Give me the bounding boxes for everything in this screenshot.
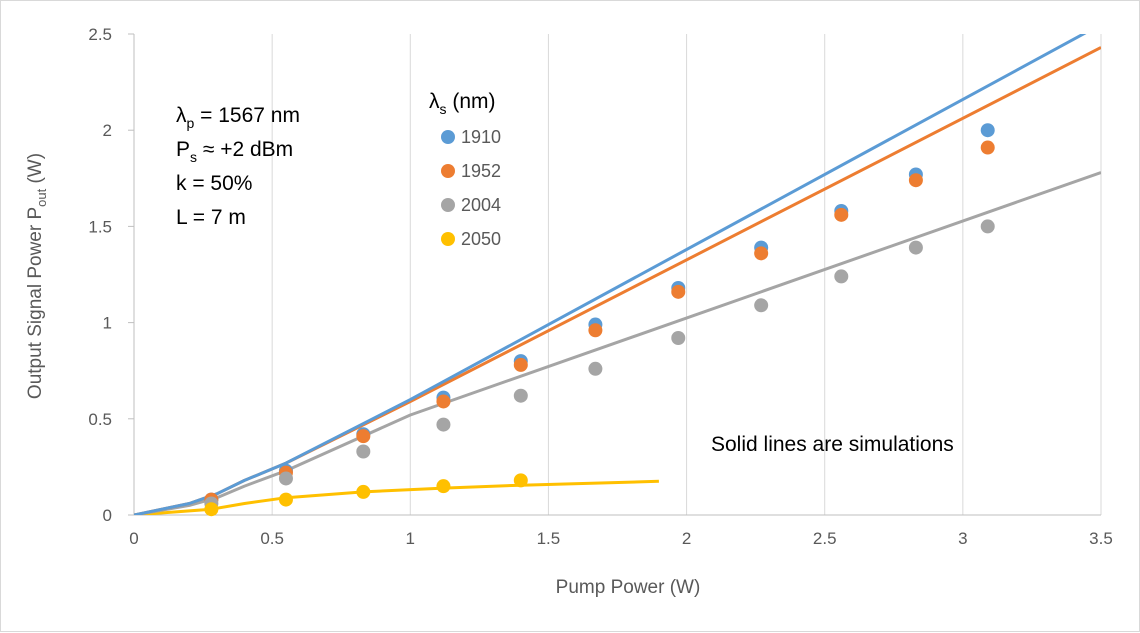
parameter-line: k = 50% <box>176 172 252 195</box>
legend-marker-2050 <box>441 232 455 246</box>
data-point-2004 <box>908 240 923 255</box>
axis-layer: 0 0.5 1 1.5 2 2.5 3 3.5 0 0.5 1 1.5 2 2.5 <box>88 25 1112 548</box>
y-axis-title-unit: (W) <box>25 153 46 189</box>
data-point-2004 <box>834 269 849 284</box>
simulation-line-2004 <box>134 171 1101 515</box>
parameter-line: L = 7 m <box>176 206 246 229</box>
y-tick-label: 1 <box>103 314 112 333</box>
parameter-rest: ≈ +2 dBm <box>197 138 293 161</box>
x-axis-title: Pump Power (W) <box>556 577 701 598</box>
data-point-2004 <box>436 417 451 432</box>
simulation-lines <box>134 34 1101 515</box>
y-tick-label: 2.5 <box>88 25 112 44</box>
legend-title-rest: (nm) <box>447 90 496 113</box>
data-point-2050 <box>436 479 451 494</box>
simulation-line-1910 <box>134 34 1087 515</box>
legend-marker-1952 <box>441 164 455 178</box>
x-tick-label: 1 <box>406 529 415 548</box>
parameter-main: L = 7 m <box>176 206 246 229</box>
x-tick-label: 2.5 <box>813 529 837 548</box>
legend-title-sub: s <box>440 101 447 117</box>
data-point-2050 <box>513 473 528 488</box>
parameter-sub: p <box>187 115 195 131</box>
data-point-2050 <box>204 502 219 517</box>
data-point-2004 <box>278 471 293 486</box>
simulation-note: Solid lines are simulations <box>711 433 954 456</box>
parameter-main: k = 50% <box>176 172 252 195</box>
data-point-2004 <box>513 388 528 403</box>
data-point-2004 <box>980 219 995 234</box>
legend-label-2004: 2004 <box>461 195 501 215</box>
x-tick-label: 2 <box>682 529 691 548</box>
y-tick-label: 0.5 <box>88 410 112 429</box>
y-axis-title-main: Output Signal Power P <box>25 207 46 399</box>
data-points <box>204 123 995 517</box>
data-point-1952 <box>436 394 451 409</box>
data-point-1952 <box>908 173 923 188</box>
parameter-main: λ <box>176 104 187 127</box>
data-point-1952 <box>588 323 603 338</box>
data-point-1952 <box>513 357 528 372</box>
data-point-2004 <box>754 298 769 313</box>
y-axis-title: Output Signal Power Pout (W) <box>25 153 49 399</box>
data-point-2050 <box>278 492 293 507</box>
legend-label-1910: 1910 <box>461 127 501 147</box>
parameter-sub: s <box>190 149 197 165</box>
y-tick-label: 1.5 <box>88 217 112 236</box>
data-point-2004 <box>588 361 603 376</box>
y-tick-label: 0 <box>103 506 112 525</box>
data-point-2050 <box>356 484 371 499</box>
data-point-1910 <box>980 123 995 138</box>
x-tick-label: 0 <box>129 529 138 548</box>
data-point-2004 <box>671 330 686 345</box>
parameter-line: λp = 1567 nm <box>176 104 300 131</box>
data-point-1952 <box>980 140 995 155</box>
legend-marker-2004 <box>441 198 455 212</box>
parameter-rest: = 1567 nm <box>194 104 300 127</box>
parameter-line: Ps ≈ +2 dBm <box>176 138 293 165</box>
y-tick-label: 2 <box>103 121 112 140</box>
data-point-1952 <box>671 284 686 299</box>
legend-title: λs (nm) <box>429 90 496 117</box>
data-point-2004 <box>356 444 371 459</box>
data-point-1952 <box>754 246 769 261</box>
data-point-1952 <box>834 207 849 222</box>
legend: 1910 1952 2004 2050 <box>441 127 501 249</box>
legend-title-main: λ <box>429 90 440 113</box>
x-tick-label: 3 <box>958 529 967 548</box>
legend-label-1952: 1952 <box>461 161 501 181</box>
x-tick-label: 3.5 <box>1089 529 1113 548</box>
parameter-main: P <box>176 138 190 161</box>
y-axis-title-sub: out <box>34 188 49 206</box>
x-tick-label: 0.5 <box>260 529 284 548</box>
data-point-1952 <box>356 429 371 444</box>
x-tick-label: 1.5 <box>537 529 561 548</box>
legend-label-2050: 2050 <box>461 229 501 249</box>
legend-marker-1910 <box>441 130 455 144</box>
grid-layer <box>271 34 1102 515</box>
